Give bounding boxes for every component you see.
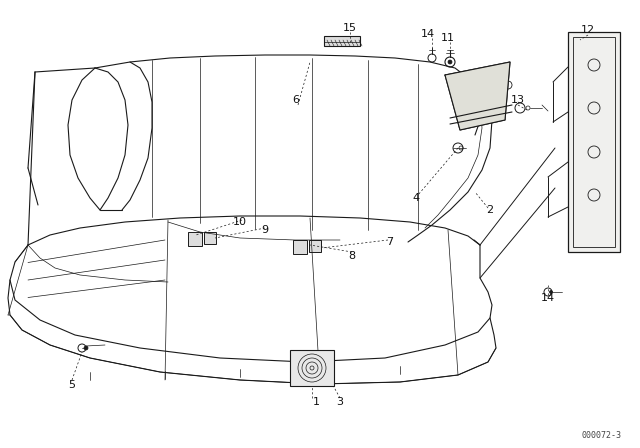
Bar — [293, 240, 307, 254]
Bar — [309, 240, 321, 252]
Text: 3: 3 — [337, 397, 344, 407]
Text: 10: 10 — [233, 217, 247, 227]
Circle shape — [448, 60, 452, 64]
Text: 7: 7 — [387, 237, 394, 247]
Text: 13: 13 — [511, 95, 525, 105]
Text: 11: 11 — [441, 33, 455, 43]
Text: 1: 1 — [312, 397, 319, 407]
Text: 9: 9 — [261, 225, 269, 235]
Bar — [290, 350, 334, 386]
Circle shape — [550, 290, 552, 293]
Bar — [568, 32, 620, 252]
Text: 6: 6 — [292, 95, 300, 105]
Text: 14: 14 — [421, 29, 435, 39]
Text: 15: 15 — [343, 23, 357, 33]
FancyBboxPatch shape — [324, 36, 360, 46]
Text: 2: 2 — [486, 205, 493, 215]
Polygon shape — [445, 62, 510, 130]
Bar — [204, 232, 216, 244]
Text: 5: 5 — [68, 380, 76, 390]
Text: 000072-3: 000072-3 — [582, 431, 622, 439]
Text: 14: 14 — [541, 293, 555, 303]
Bar — [188, 232, 202, 246]
Text: 8: 8 — [348, 251, 356, 261]
Bar — [573, 37, 615, 247]
Text: 4: 4 — [412, 193, 420, 203]
Text: 12: 12 — [581, 25, 595, 35]
Circle shape — [84, 346, 88, 350]
